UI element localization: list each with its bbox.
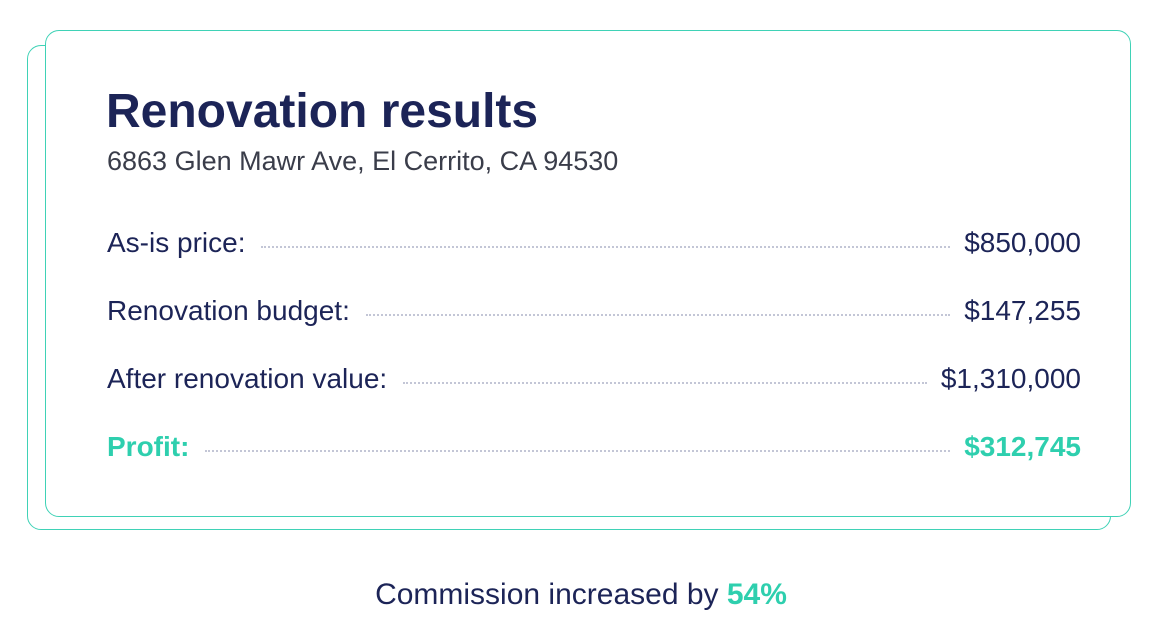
as-is-price-value: $850,000 <box>964 227 1081 258</box>
card-title: Renovation results <box>106 85 539 138</box>
dotted-leader <box>205 450 951 452</box>
row-as-is-price: As-is price: $850,000 <box>107 227 1081 295</box>
row-after-renovation-value: After renovation value: $1,310,000 <box>107 363 1081 431</box>
dotted-leader <box>365 314 951 316</box>
row-renovation-budget: Renovation budget: $147,255 <box>107 295 1081 363</box>
property-address: 6863 Glen Mawr Ave, El Cerrito, CA 94530 <box>107 146 619 176</box>
renovation-results-card: Renovation results 6863 Glen Mawr Ave, E… <box>45 30 1131 517</box>
as-is-price-label: As-is price: <box>107 227 246 258</box>
row-profit: Profit: $312,745 <box>107 431 1081 499</box>
profit-value: $312,745 <box>964 431 1081 462</box>
results-list: As-is price: $850,000 Renovation budget:… <box>107 227 1081 499</box>
after-renovation-value-amount: $1,310,000 <box>940 363 1081 394</box>
renovation-budget-value: $147,255 <box>964 295 1081 326</box>
after-renovation-value-label: After renovation value: <box>107 363 388 394</box>
renovation-budget-label: Renovation budget: <box>107 295 350 326</box>
commission-caption: Commission increased by 54% <box>0 576 1162 614</box>
dotted-leader <box>403 382 927 384</box>
commission-percent: 54% <box>726 578 787 611</box>
profit-label: Profit: <box>107 431 190 462</box>
dotted-leader <box>261 246 951 248</box>
commission-text: Commission increased by <box>375 578 719 611</box>
